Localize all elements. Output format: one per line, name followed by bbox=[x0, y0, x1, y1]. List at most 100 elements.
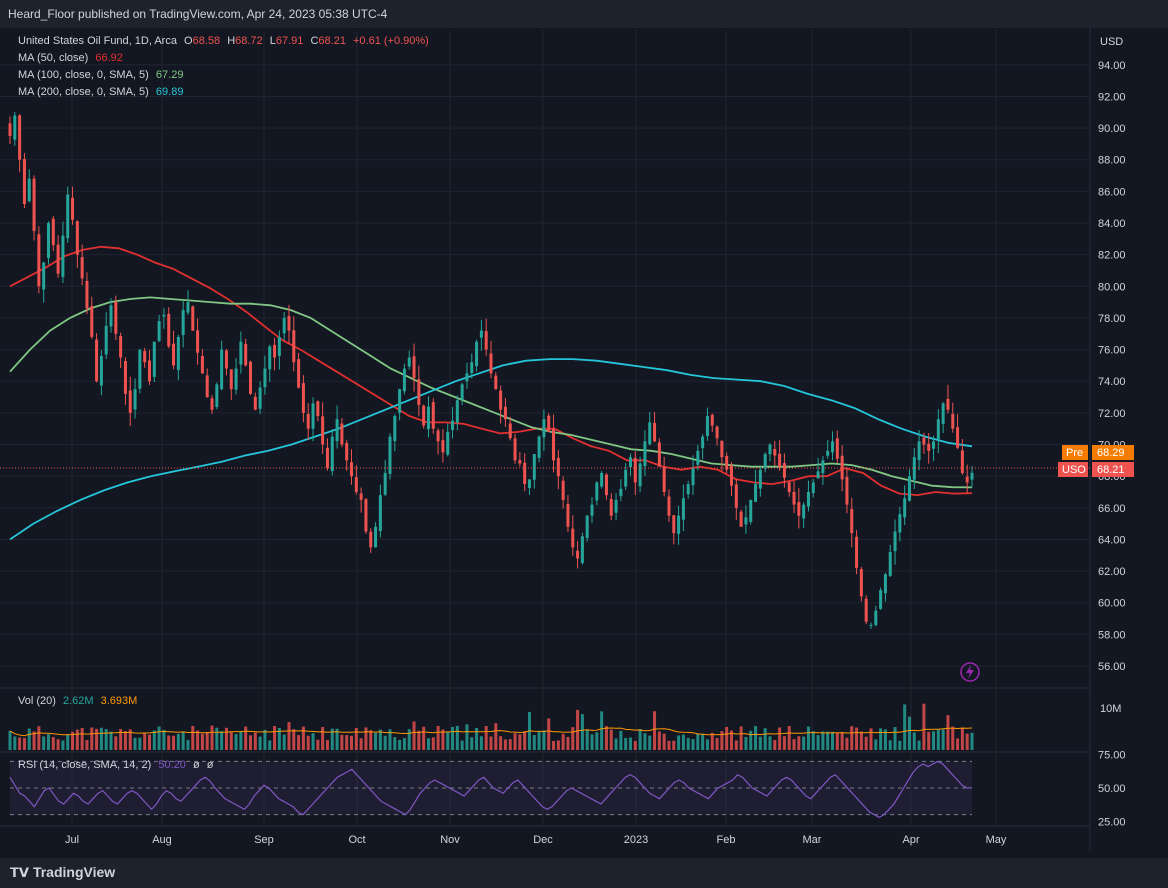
candle-body bbox=[229, 369, 233, 390]
candle-body bbox=[840, 455, 844, 480]
volume-bar bbox=[960, 727, 964, 750]
candle-body bbox=[263, 368, 267, 388]
brand-name: TradingView bbox=[32, 864, 116, 880]
volume-bar bbox=[653, 711, 657, 750]
candle-body bbox=[172, 343, 176, 366]
volume-bar bbox=[903, 704, 907, 750]
candle-body bbox=[811, 482, 815, 494]
tradingview-logo[interactable]: 𝗧𝗩 TradingView bbox=[10, 864, 115, 881]
candle-body bbox=[465, 373, 469, 382]
rsi-legend[interactable]: RSI (14, close, SMA, 14, 2) 50.20 ø ø bbox=[18, 759, 217, 771]
volume-bar bbox=[273, 725, 277, 750]
volume-bar bbox=[66, 734, 70, 750]
candle-body bbox=[960, 450, 964, 473]
rsi-x1: ø bbox=[192, 759, 200, 771]
volume-bar bbox=[407, 729, 411, 750]
ma200-legend[interactable]: MA (200, close, 0, SMA, 5) 69.89 bbox=[18, 86, 187, 98]
volume-bar bbox=[912, 732, 916, 750]
volume-bar bbox=[436, 725, 440, 750]
volume-bar bbox=[710, 732, 714, 750]
ohlc-c: C68.21 bbox=[310, 35, 346, 47]
candle-body bbox=[258, 387, 262, 409]
price-tick-label: 56.00 bbox=[1098, 661, 1126, 673]
ma100-value: 67.29 bbox=[155, 69, 184, 81]
volume-bar bbox=[292, 729, 296, 750]
candle-body bbox=[128, 390, 132, 413]
candle-body bbox=[22, 158, 26, 205]
candle-body bbox=[224, 350, 228, 369]
candle-body bbox=[855, 536, 859, 568]
volume-bar bbox=[898, 740, 902, 750]
price-tick-label: 84.00 bbox=[1098, 218, 1126, 230]
price-tick-label: 72.00 bbox=[1098, 408, 1126, 420]
candle-body bbox=[273, 344, 277, 358]
candle-body bbox=[778, 453, 782, 467]
candle-body bbox=[763, 454, 767, 469]
volume-bar bbox=[508, 739, 512, 750]
volume-bar bbox=[874, 739, 878, 750]
candle-body bbox=[71, 197, 75, 220]
candle-body bbox=[672, 515, 676, 534]
candle-body bbox=[797, 502, 801, 516]
candle-body bbox=[946, 398, 950, 410]
candle-body bbox=[75, 221, 79, 255]
symbol-legend[interactable]: United States Oil Fund, 1D, Arca O68.58 … bbox=[18, 35, 433, 47]
time-tick-label: Jul bbox=[65, 834, 79, 846]
volume-bar bbox=[147, 734, 151, 750]
volume-bar bbox=[422, 726, 426, 750]
candle-body bbox=[749, 499, 753, 522]
volume-bar bbox=[181, 732, 185, 750]
candle-body bbox=[470, 362, 474, 374]
volume-bar bbox=[172, 735, 176, 750]
candle-body bbox=[18, 115, 22, 160]
volume-bar bbox=[595, 732, 599, 750]
volume-bar bbox=[811, 731, 815, 750]
ma50-legend[interactable]: MA (50, close) 66.92 bbox=[18, 52, 127, 64]
chart-frame[interactable]: 94.00 92.00 90.00 88.00 86.00 84.00 82.00 80.00… bbox=[0, 28, 1168, 858]
lightning-icon[interactable] bbox=[960, 662, 980, 682]
candle-body bbox=[301, 383, 305, 413]
candle-body bbox=[628, 457, 632, 468]
candle-body bbox=[638, 463, 642, 487]
candle-body bbox=[532, 454, 536, 480]
rsi-tick-label: 75.00 bbox=[1098, 750, 1126, 762]
volume-bar bbox=[489, 736, 493, 750]
chart-canvas[interactable]: 94.00 92.00 90.00 88.00 86.00 84.00 82.00 80.00… bbox=[0, 28, 1168, 858]
candle-body bbox=[350, 462, 354, 477]
ma-line-1 bbox=[9, 296, 973, 489]
volume-bar bbox=[970, 732, 974, 750]
candle-body bbox=[176, 336, 180, 370]
candle-body bbox=[787, 482, 791, 492]
price-tick-label: 92.00 bbox=[1098, 91, 1126, 103]
volume-bar bbox=[624, 737, 628, 750]
volume-bar bbox=[513, 733, 517, 750]
volume-bar bbox=[648, 735, 652, 750]
candle-body bbox=[316, 401, 320, 417]
candle-body bbox=[710, 414, 714, 426]
candle-body bbox=[941, 403, 945, 424]
volume-bar bbox=[56, 739, 60, 750]
volume-bar bbox=[754, 726, 758, 750]
volume-bar bbox=[345, 735, 349, 750]
candle-body bbox=[508, 423, 512, 439]
ma50-label: MA (50, close) bbox=[18, 52, 89, 64]
price-tick-label: 66.00 bbox=[1098, 503, 1126, 515]
candle-body bbox=[244, 343, 248, 366]
candle-body bbox=[8, 123, 12, 137]
volume-bar bbox=[46, 734, 50, 750]
currency-label: USD bbox=[1100, 36, 1123, 48]
volume-legend[interactable]: Vol (20) 2.62M 3.693M bbox=[18, 695, 141, 707]
candle-body bbox=[600, 472, 604, 487]
candle-body bbox=[696, 450, 700, 465]
volume-bar bbox=[85, 740, 89, 750]
volume-bar bbox=[850, 726, 854, 750]
candle-body bbox=[388, 436, 392, 474]
ma50-value: 66.92 bbox=[95, 52, 123, 64]
candle-body bbox=[13, 115, 17, 140]
candle-body bbox=[677, 515, 681, 534]
ma100-legend[interactable]: MA (100, close, 0, SMA, 5) 67.29 bbox=[18, 69, 187, 81]
candle-body bbox=[633, 457, 637, 483]
volume-bar bbox=[893, 727, 897, 750]
candle-body bbox=[484, 331, 488, 350]
volume-bar bbox=[316, 739, 320, 750]
